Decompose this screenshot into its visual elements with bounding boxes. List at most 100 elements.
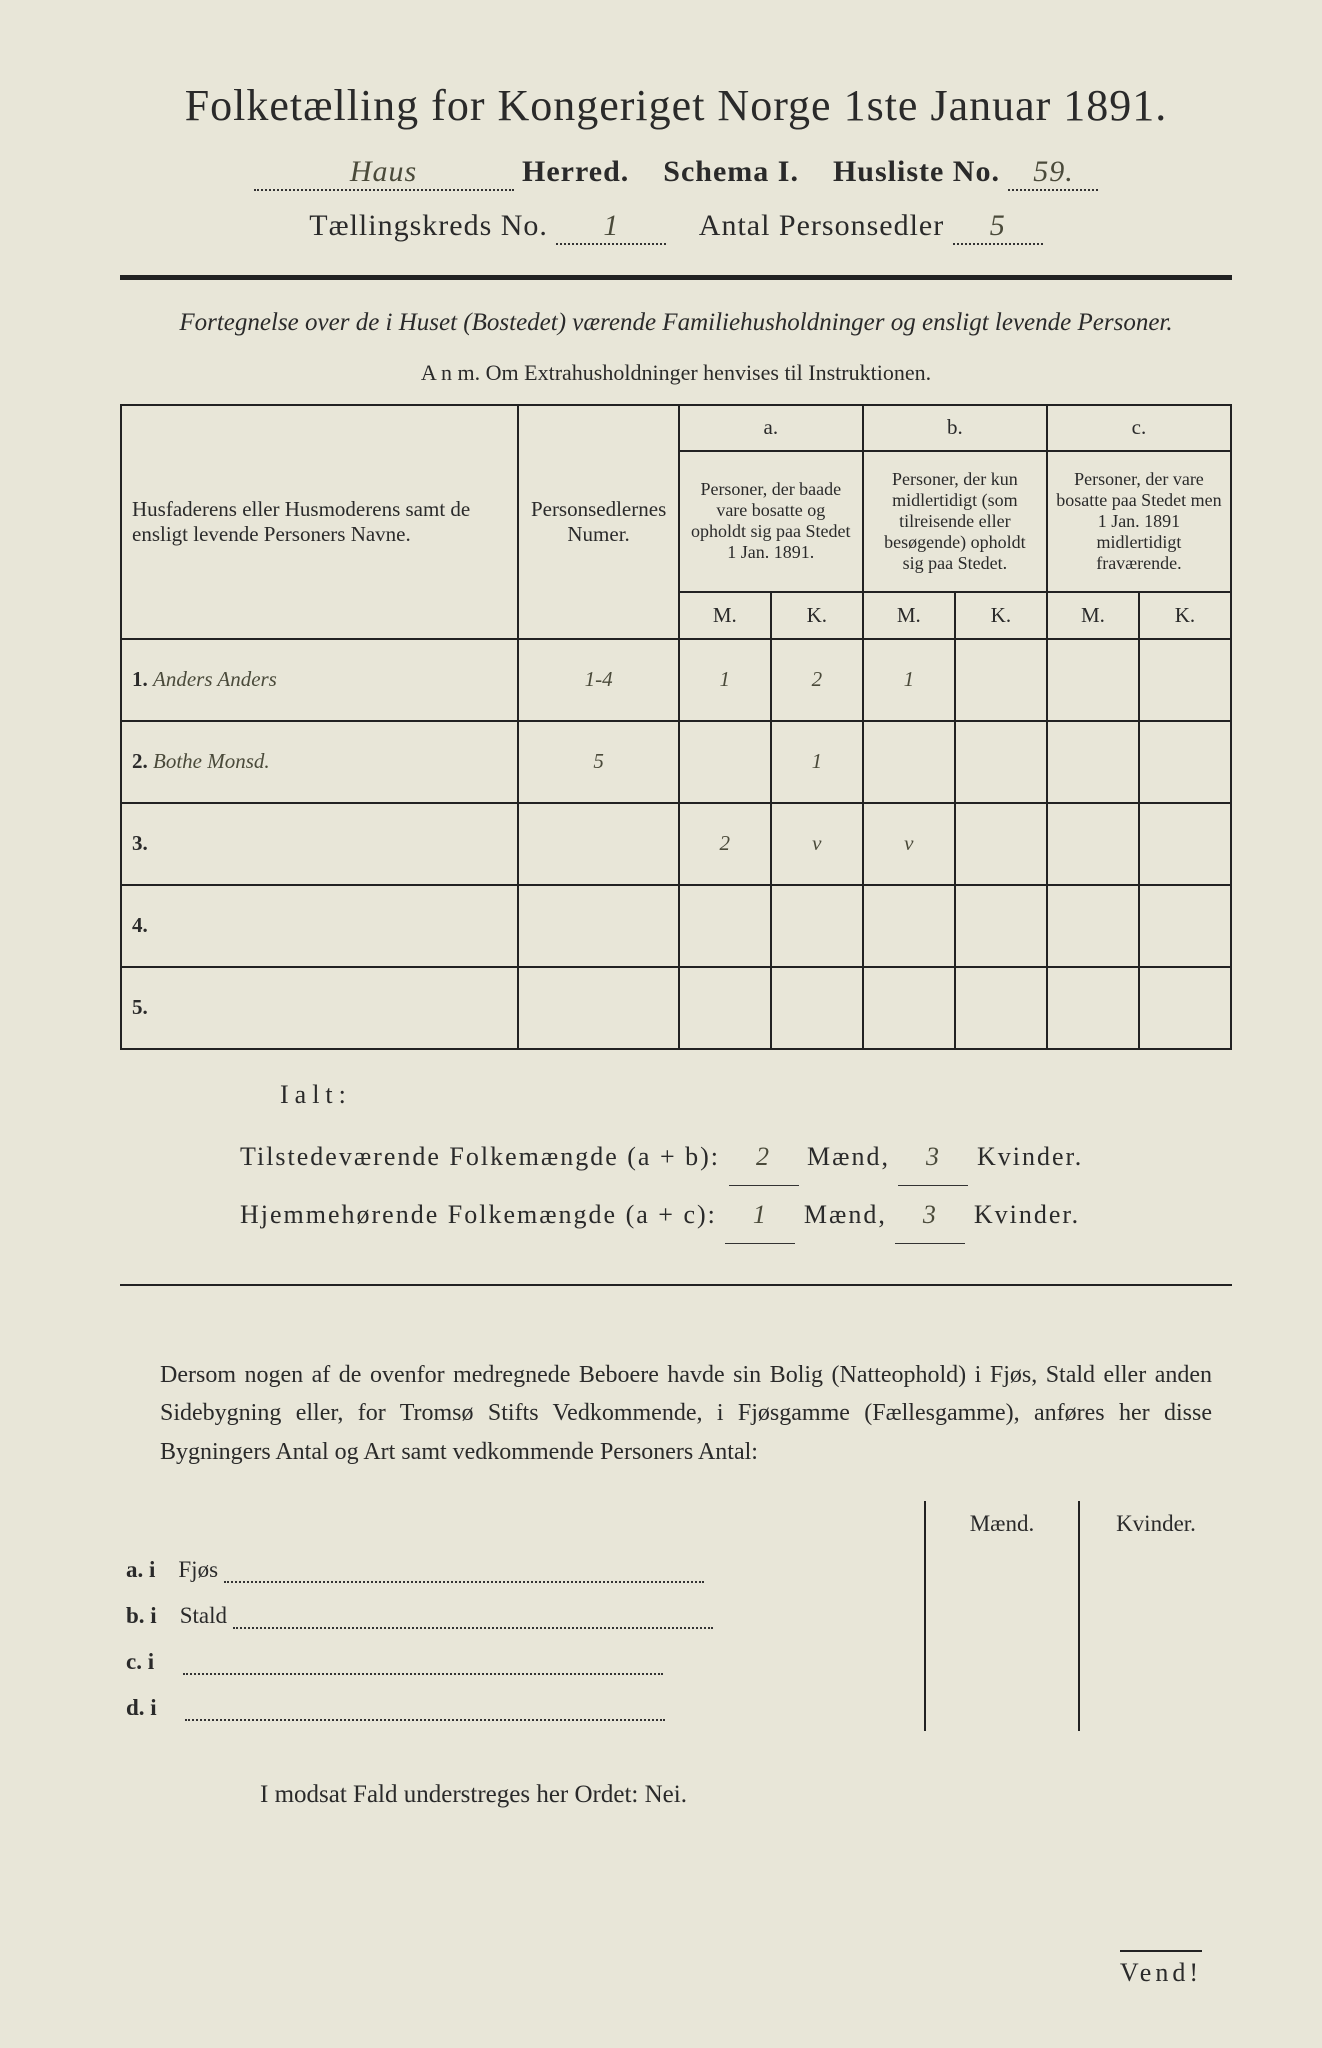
outbld-label: b. i Stald bbox=[120, 1593, 925, 1639]
husliste-label: Husliste No. bbox=[833, 155, 1000, 188]
outbuilding-table: Mænd. Kvinder. a. i Fjøs b. i Stald c. i… bbox=[120, 1501, 1232, 1731]
col-header-num: Personsedlernes Numer. bbox=[518, 405, 678, 639]
row-c-k bbox=[1139, 885, 1231, 967]
kvinder-label: Kvinder. bbox=[977, 1142, 1083, 1171]
header-line-2: Haus Herred. Schema I. Husliste No. 59. bbox=[120, 155, 1232, 191]
row-b-k bbox=[955, 721, 1047, 803]
col-b-top: b. bbox=[863, 405, 1047, 451]
outbld-row: c. i bbox=[120, 1639, 1232, 1685]
outbld-k bbox=[1079, 1547, 1232, 1593]
outbld-label: c. i bbox=[120, 1639, 925, 1685]
outbld-maend-header: Mænd. bbox=[925, 1501, 1079, 1547]
maend-label: Mænd, bbox=[807, 1142, 890, 1171]
outbld-kvinder-header: Kvinder. bbox=[1079, 1501, 1232, 1547]
col-a-m: M. bbox=[679, 592, 771, 638]
header-line-3: Tællingskreds No. 1 Antal Personsedler 5 bbox=[120, 209, 1232, 245]
row-c-k bbox=[1139, 803, 1231, 885]
total-ac-label: Hjemmehørende Folkemængde (a + c): bbox=[240, 1200, 717, 1229]
row-b-k bbox=[955, 639, 1047, 721]
col-c-desc: Personer, der vare bosatte paa Stedet me… bbox=[1047, 451, 1231, 592]
row-c-m bbox=[1047, 885, 1139, 967]
outbld-row: b. i Stald bbox=[120, 1593, 1232, 1639]
total-ab-m: 2 bbox=[729, 1128, 799, 1186]
divider bbox=[120, 1284, 1232, 1286]
row-c-k bbox=[1139, 721, 1231, 803]
herred-label: Herred. bbox=[522, 155, 629, 188]
table-row: 1. Anders Anders1-4121 bbox=[121, 639, 1231, 721]
row-num bbox=[518, 967, 678, 1049]
row-b-m: v bbox=[863, 803, 955, 885]
row-b-m bbox=[863, 967, 955, 1049]
row-name: 5. bbox=[121, 967, 518, 1049]
ialt-label: Ialt: bbox=[280, 1080, 1232, 1110]
kreds-value: 1 bbox=[556, 209, 666, 245]
row-name: 2. Bothe Monsd. bbox=[121, 721, 518, 803]
schema-label: Schema I. bbox=[663, 155, 799, 188]
col-b-k: K. bbox=[955, 592, 1047, 638]
maend-label-2: Mænd, bbox=[804, 1200, 887, 1229]
col-a-top: a. bbox=[679, 405, 863, 451]
row-a-m bbox=[679, 885, 771, 967]
row-b-k bbox=[955, 967, 1047, 1049]
subtitle: Fortegnelse over de i Huset (Bostedet) v… bbox=[160, 304, 1192, 342]
col-header-name: Husfaderens eller Husmoderens samt de en… bbox=[121, 405, 518, 639]
totals-block: Tilstedeværende Folkemængde (a + b): 2 M… bbox=[240, 1128, 1232, 1244]
outbld-k bbox=[1079, 1685, 1232, 1731]
row-c-k bbox=[1139, 639, 1231, 721]
outbld-m bbox=[925, 1547, 1079, 1593]
husliste-value: 59. bbox=[1008, 155, 1098, 191]
outbld-m bbox=[925, 1593, 1079, 1639]
col-a-desc: Personer, der baade vare bosatte og opho… bbox=[679, 451, 863, 592]
row-name: 3. bbox=[121, 803, 518, 885]
row-a-m bbox=[679, 721, 771, 803]
herred-value: Haus bbox=[254, 155, 514, 191]
row-a-k: 1 bbox=[771, 721, 863, 803]
row-b-m bbox=[863, 885, 955, 967]
row-b-k bbox=[955, 803, 1047, 885]
outbld-k bbox=[1079, 1593, 1232, 1639]
kvinder-label-2: Kvinder. bbox=[974, 1200, 1080, 1229]
col-c-k: K. bbox=[1139, 592, 1231, 638]
divider bbox=[120, 275, 1232, 280]
row-b-m bbox=[863, 721, 955, 803]
household-table: Husfaderens eller Husmoderens samt de en… bbox=[120, 404, 1232, 1050]
total-ac-m: 1 bbox=[725, 1186, 795, 1244]
row-a-k: 2 bbox=[771, 639, 863, 721]
kreds-label: Tællingskreds No. bbox=[309, 209, 548, 242]
table-row: 4. bbox=[121, 885, 1231, 967]
antal-label: Antal Personsedler bbox=[699, 209, 944, 242]
row-num: 1-4 bbox=[518, 639, 678, 721]
row-name: 4. bbox=[121, 885, 518, 967]
row-c-m bbox=[1047, 639, 1139, 721]
total-ab-k: 3 bbox=[898, 1128, 968, 1186]
row-a-m bbox=[679, 967, 771, 1049]
row-c-m bbox=[1047, 967, 1139, 1049]
row-a-k: v bbox=[771, 803, 863, 885]
modsat-line: I modsat Fald understreges her Ordet: Ne… bbox=[260, 1781, 1232, 1809]
row-c-m bbox=[1047, 803, 1139, 885]
col-b-desc: Personer, der kun midlertidigt (som tilr… bbox=[863, 451, 1047, 592]
total-ac-k: 3 bbox=[895, 1186, 965, 1244]
row-name: 1. Anders Anders bbox=[121, 639, 518, 721]
col-c-m: M. bbox=[1047, 592, 1139, 638]
col-a-k: K. bbox=[771, 592, 863, 638]
row-c-m bbox=[1047, 721, 1139, 803]
anm-note: A n m. Om Extrahusholdninger henvises ti… bbox=[120, 360, 1232, 386]
col-b-m: M. bbox=[863, 592, 955, 638]
table-row: 2. Bothe Monsd.51 bbox=[121, 721, 1231, 803]
total-ab-label: Tilstedeværende Folkemængde (a + b): bbox=[240, 1142, 720, 1171]
row-b-m: 1 bbox=[863, 639, 955, 721]
outbld-row: a. i Fjøs bbox=[120, 1547, 1232, 1593]
outbld-label: d. i bbox=[120, 1685, 925, 1731]
row-b-k bbox=[955, 885, 1047, 967]
row-c-k bbox=[1139, 967, 1231, 1049]
antal-value: 5 bbox=[953, 209, 1043, 245]
table-row: 3. 2vv bbox=[121, 803, 1231, 885]
row-a-k bbox=[771, 967, 863, 1049]
row-num bbox=[518, 885, 678, 967]
outbld-m bbox=[925, 1685, 1079, 1731]
outbld-label: a. i Fjøs bbox=[120, 1547, 925, 1593]
outbuilding-paragraph: Dersom nogen af de ovenfor medregnede Be… bbox=[160, 1356, 1212, 1471]
vend-label: Vend! bbox=[1120, 1950, 1202, 1988]
page-title: Folketælling for Kongeriget Norge 1ste J… bbox=[120, 80, 1232, 131]
